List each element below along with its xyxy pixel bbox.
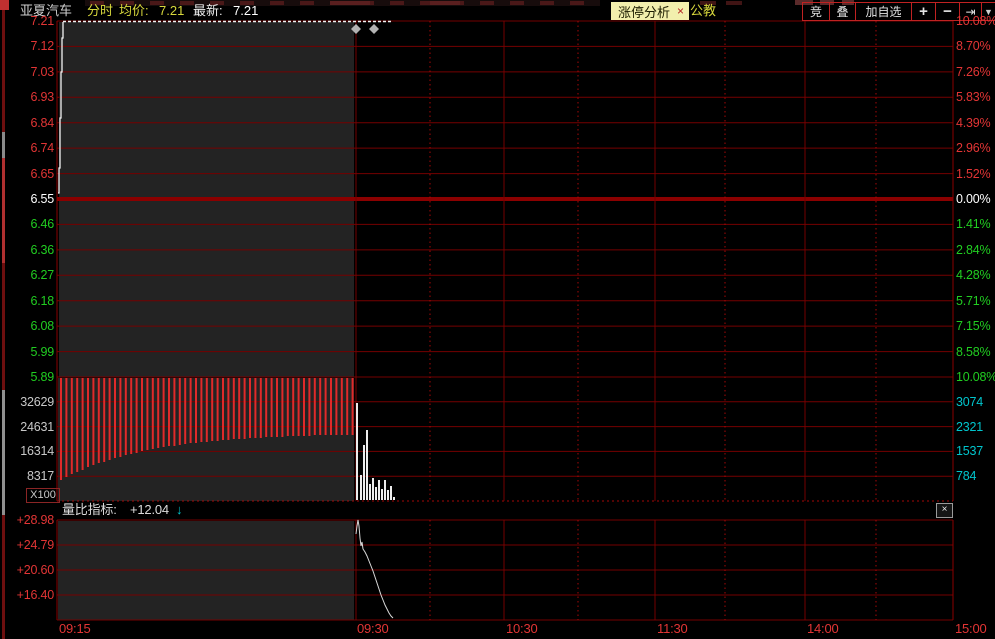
grid-lines (56, 20, 954, 621)
percent-axis-label: 7.26% (956, 64, 991, 79)
indicator-down-arrow-icon: ↓ (176, 502, 183, 517)
indicator-axis-label: +28.98 (16, 513, 55, 527)
volume-right-axis-label: 3074 (956, 394, 984, 409)
avg-price-label: 均价: (119, 3, 149, 18)
left-window-edge (0, 0, 9, 639)
volume-unit-label: X100 (26, 488, 60, 503)
volume-axis-label: 32629 (20, 394, 54, 409)
price-axis-label: 7.12 (30, 39, 54, 54)
tab-close-icon[interactable]: × (677, 4, 685, 18)
percent-axis-label: 0.00% (956, 192, 991, 206)
indicator-close-icon[interactable]: × (936, 503, 953, 518)
last-price-label: 最新: (193, 3, 223, 18)
call-auction-shade (58, 22, 354, 620)
chart-toolbar: 竞叠加自选 + − ⇥ ▼ (802, 2, 995, 21)
tab-label: 涨停分析 (618, 4, 671, 20)
time-axis-label: 15:00 (955, 621, 987, 636)
percent-axis-label: 4.28% (956, 268, 991, 283)
time-axis-label: 09:30 (357, 621, 389, 636)
indicator-axis-label: +16.40 (16, 588, 55, 602)
volume-ratio-line (355, 519, 394, 619)
indicator-axis-label: +20.60 (16, 563, 55, 577)
indicator-name-label: 量比指标: (62, 502, 117, 517)
time-axis-label: 14:00 (807, 621, 839, 636)
percent-axis-label: 1.41% (956, 217, 991, 232)
percent-axis-label: 8.70% (956, 39, 991, 54)
price-axis-label: 6.93 (30, 90, 54, 105)
percent-axis-label: 1.52% (956, 166, 991, 181)
zoom-out-button[interactable]: − (935, 3, 959, 20)
last-price-value: 7.21 (233, 3, 259, 18)
percent-axis-label: 5.71% (956, 293, 991, 308)
add-watchlist-button[interactable]: 加自选 (855, 3, 911, 20)
volume-axis-label: 24631 (20, 419, 54, 434)
time-axis-label: 11:30 (657, 621, 688, 636)
tab-limit-up-analysis[interactable]: 涨停分析 × (611, 2, 690, 20)
price-axis-label: 5.99 (30, 344, 54, 359)
percent-axis-label: 2.84% (956, 242, 991, 257)
price-axis-label: 5.89 (30, 370, 54, 384)
price-axis-label: 6.08 (30, 319, 54, 334)
limit-up-marker-diamonds (351, 24, 379, 34)
stock-name: 亚夏汽车 (20, 3, 73, 18)
price-axis-label: 7.21 (30, 14, 54, 28)
price-axis-label: 7.03 (30, 64, 54, 79)
price-axis-label: 6.46 (30, 217, 54, 232)
dropdown-button[interactable]: ▼ (981, 3, 995, 20)
percent-axis-label: 8.58% (956, 344, 991, 359)
volume-axis-label: 16314 (20, 444, 54, 459)
indicator-value: +12.04 (130, 502, 169, 517)
avg-price-value: 7.21 (159, 3, 185, 18)
price-axis-label: 6.55 (30, 192, 54, 206)
percent-axis-label: 10.08% (956, 370, 995, 384)
call-auction-volume-bars (60, 378, 354, 480)
price-axis-label: 6.74 (30, 141, 54, 156)
percent-axis-label: 5.83% (956, 90, 991, 105)
percent-axis-label: 7.15% (956, 319, 991, 334)
volume-bars (356, 403, 395, 500)
time-axis-label: 10:30 (506, 621, 538, 636)
time-axis-label: 09:15 (59, 621, 91, 636)
price-axis-label: 6.36 (30, 242, 54, 257)
price-axis-label: 6.84 (30, 115, 54, 130)
background-toolbar-remnants (85, 0, 854, 6)
percent-axis-label: 4.39% (956, 115, 991, 130)
auction-button[interactable]: 竞 (809, 5, 822, 19)
volume-right-axis-label: 784 (956, 469, 977, 484)
volume-right-axis-label: 1537 (956, 444, 984, 459)
price-line (58, 20, 391, 194)
chart-mode-label: 分时 (87, 3, 114, 18)
price-axis-label: 6.65 (30, 166, 54, 181)
volume-right-axis-label: 2321 (956, 419, 984, 434)
percent-axis-label: 10.08% (956, 14, 995, 28)
volume-axis-label: 8317 (26, 469, 54, 484)
price-axis-label: 6.27 (30, 268, 54, 283)
percent-axis-label: 2.96% (956, 141, 991, 156)
jump-latest-button[interactable]: ⇥ (959, 3, 981, 20)
overlay-button[interactable]: 叠 (829, 3, 855, 20)
zoom-in-button[interactable]: + (911, 3, 935, 20)
price-axis-label: 6.18 (30, 293, 54, 308)
background-window-text: 公教 (690, 3, 717, 18)
indicator-axis-label: +24.79 (16, 538, 55, 552)
